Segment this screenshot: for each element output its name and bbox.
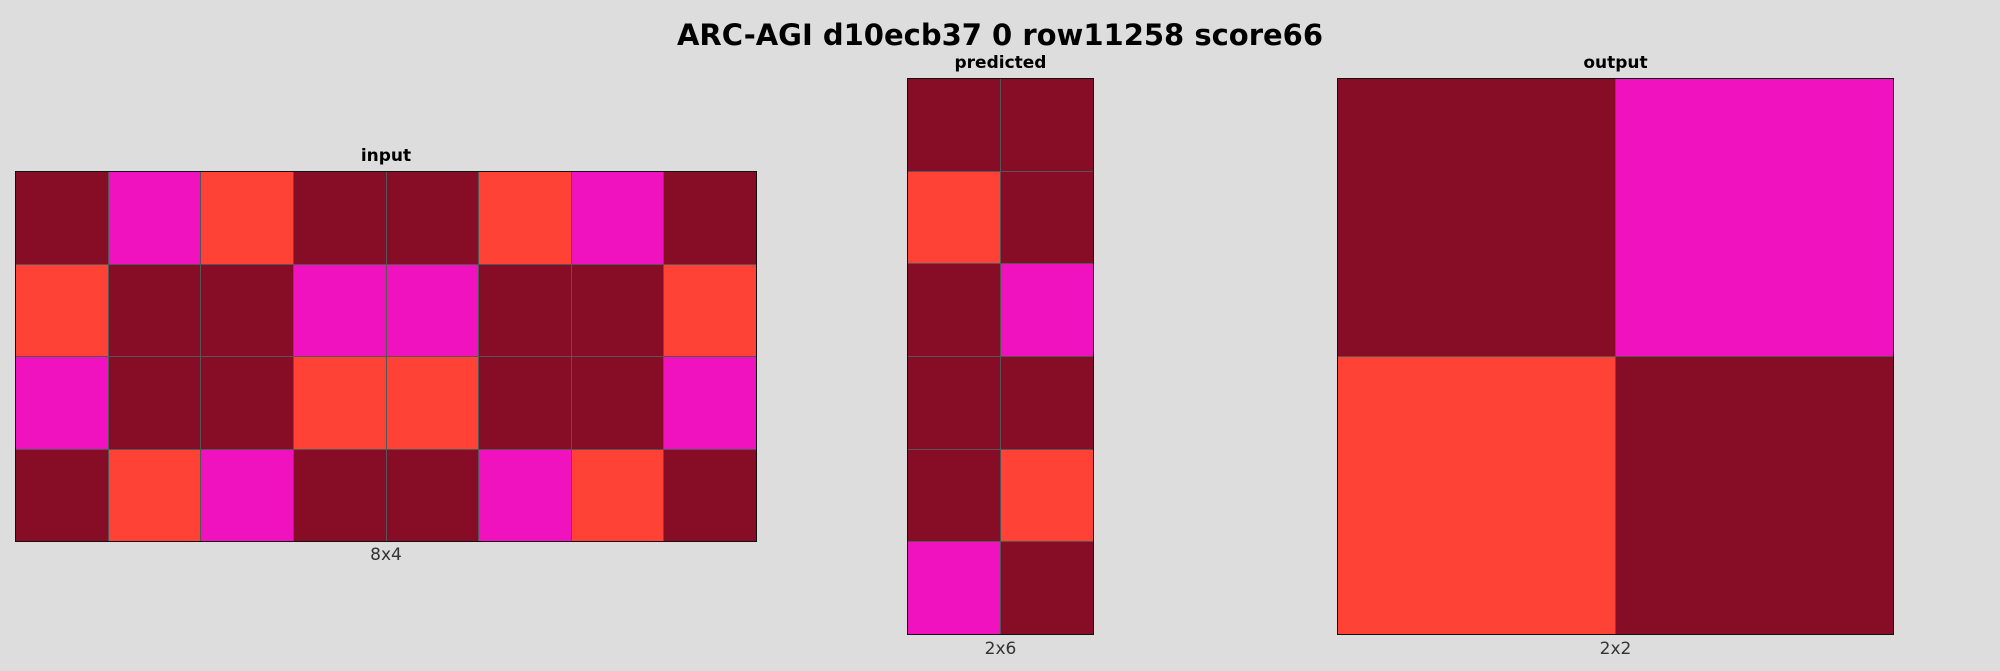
input-cell [571,449,664,541]
input-cell [664,264,756,356]
input-panel: input 8x4 [15,146,757,566]
output-cell [1616,357,1893,634]
input-cell [16,449,108,541]
input-cell [108,172,201,264]
predicted-cell [1001,79,1093,171]
input-title: input [360,146,412,166]
input-cell [201,264,293,356]
output-cell [1338,79,1615,356]
predicted-cell [908,356,1000,449]
input-cell [386,264,479,356]
output-cell [1338,357,1615,634]
input-cell [16,172,108,264]
input-cell [108,449,201,541]
input-cell [664,449,756,541]
output-title: output [1583,53,1648,73]
input-cell [108,264,201,356]
figure-title: ARC-AGI d10ecb37 0 row11258 score66 [676,18,1324,52]
input-cell [571,264,664,356]
predicted-grid [907,78,1094,635]
input-cell [293,357,386,449]
input-cell [16,264,108,356]
predicted-cell [908,542,1000,634]
predicted-cell [908,264,1000,356]
predicted-cell [908,79,1000,171]
input-cell [293,264,386,356]
predicted-cell [908,171,1000,264]
input-cell [479,172,571,264]
predicted-cell [1001,542,1093,634]
input-cell [479,357,571,449]
output-dims-label: 2x2 [1599,639,1632,659]
output-panel: output 2x2 [1337,53,1894,660]
input-cell [16,357,108,449]
output-cell [1616,79,1893,356]
input-cell [293,449,386,541]
input-cell [386,357,479,449]
predicted-cell [908,449,1000,542]
predicted-cell [1001,449,1093,542]
input-cell [201,449,293,541]
input-cell [386,449,479,541]
input-cell [201,357,293,449]
input-cell [386,172,479,264]
input-cell [201,172,293,264]
predicted-cell [1001,264,1093,356]
input-cell [479,264,571,356]
predicted-title: predicted [954,53,1047,73]
input-cell [571,172,664,264]
predicted-panel: predicted 2x6 [907,53,1094,660]
input-cell [293,172,386,264]
predicted-dims-label: 2x6 [984,639,1017,659]
input-cell [571,357,664,449]
input-cell [664,172,756,264]
input-dims-label: 8x4 [370,545,402,565]
input-cell [479,449,571,541]
predicted-cell [1001,171,1093,264]
output-grid [1337,78,1894,635]
predicted-cell [1001,356,1093,449]
input-cell [664,357,756,449]
input-grid [15,171,757,542]
input-cell [108,357,201,449]
